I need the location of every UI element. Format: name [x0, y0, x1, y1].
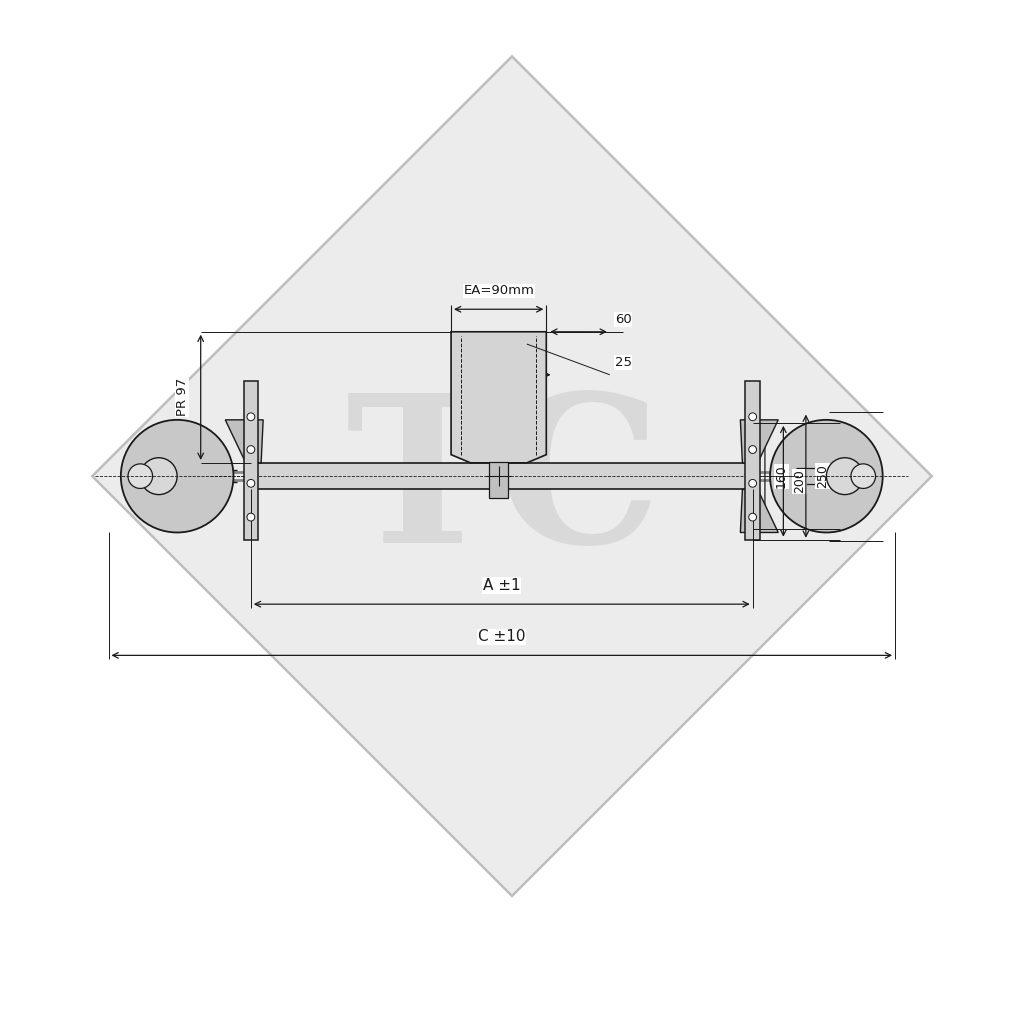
Text: 200: 200	[794, 469, 806, 494]
Text: C ±10: C ±10	[478, 630, 525, 644]
Circle shape	[247, 513, 255, 521]
Polygon shape	[740, 489, 778, 532]
Circle shape	[749, 479, 757, 487]
Circle shape	[749, 445, 757, 454]
Text: 250: 250	[816, 464, 828, 488]
Polygon shape	[92, 56, 932, 896]
Text: PR 97: PR 97	[176, 378, 188, 417]
Circle shape	[247, 413, 255, 421]
Bar	[745, 381, 760, 540]
Circle shape	[247, 479, 255, 487]
Circle shape	[749, 513, 757, 521]
Bar	[489, 462, 508, 498]
Polygon shape	[740, 420, 778, 463]
Text: EA=90mm: EA=90mm	[463, 285, 535, 297]
Circle shape	[247, 445, 255, 454]
Text: TC: TC	[346, 386, 662, 587]
Text: 25: 25	[614, 356, 632, 369]
Bar	[251, 463, 753, 489]
Text: 60: 60	[614, 313, 632, 326]
Circle shape	[770, 420, 883, 532]
Circle shape	[140, 458, 177, 495]
Circle shape	[121, 420, 233, 532]
Bar	[244, 381, 258, 540]
Circle shape	[851, 464, 876, 488]
Circle shape	[826, 458, 863, 495]
Circle shape	[749, 413, 757, 421]
Circle shape	[128, 464, 153, 488]
Polygon shape	[225, 420, 263, 463]
Text: A ±1: A ±1	[483, 579, 520, 593]
Polygon shape	[452, 332, 547, 463]
Text: 160: 160	[775, 464, 787, 488]
